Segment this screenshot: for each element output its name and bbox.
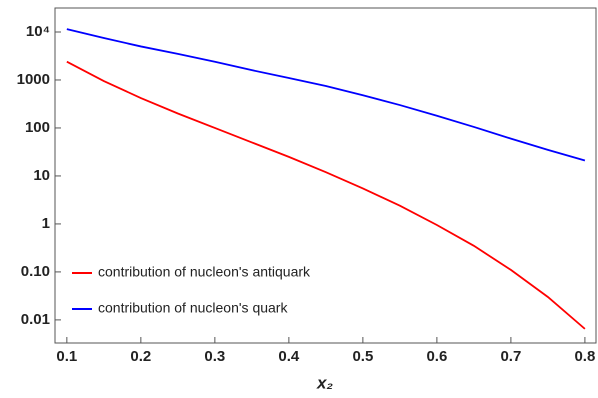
x-axis-label: x₂ [316, 373, 333, 392]
series-line [66, 60, 586, 330]
y-tick-label: 10 [33, 167, 50, 184]
x-tick-label: 0.6 [426, 348, 447, 365]
x-tick-label: 0.1 [56, 348, 77, 365]
x-tick-label: 0.2 [130, 348, 151, 365]
y-tick-label: 0.10 [21, 263, 50, 280]
plot-frame [54, 7, 597, 344]
y-tick-label: 0.01 [21, 311, 50, 328]
x-tick-label: 0.4 [278, 348, 300, 365]
y-tick-label: 10⁴ [26, 23, 50, 40]
y-tick-label: 100 [25, 119, 50, 136]
y-tick-label: 1000 [17, 71, 50, 88]
legend-label: contribution of nucleon's quark [98, 300, 288, 316]
y-tick-label: 1 [42, 215, 50, 232]
x-tick-label: 0.7 [500, 348, 521, 365]
x-tick-label: 0.3 [204, 348, 225, 365]
series-line [66, 28, 586, 162]
x-tick-label: 0.8 [574, 348, 595, 365]
x-tick-label: 0.5 [352, 348, 373, 365]
legend-label: contribution of nucleon's antiquark [98, 264, 311, 280]
